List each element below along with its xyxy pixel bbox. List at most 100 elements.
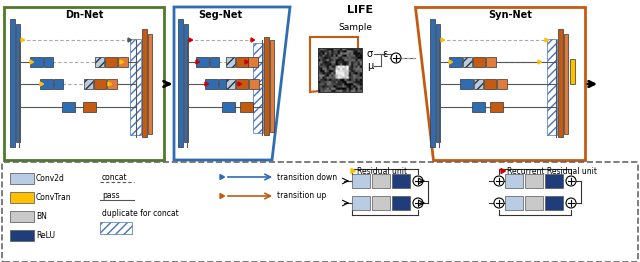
Bar	[10, 211, 34, 222]
Polygon shape	[245, 60, 248, 64]
Text: duplicate for concat: duplicate for concat	[102, 210, 179, 219]
Polygon shape	[538, 60, 541, 64]
Bar	[107, 79, 117, 89]
Bar	[253, 43, 263, 133]
Polygon shape	[40, 82, 44, 86]
Text: Residual unit: Residual unit	[357, 166, 407, 176]
Text: transition down: transition down	[277, 172, 337, 182]
Bar	[30, 57, 43, 67]
Circle shape	[391, 53, 401, 63]
Polygon shape	[30, 60, 34, 64]
Bar	[547, 39, 557, 135]
Bar	[505, 196, 523, 210]
Polygon shape	[21, 38, 24, 42]
Bar	[4, 7, 164, 160]
Bar	[372, 196, 390, 210]
Bar	[505, 174, 523, 188]
Polygon shape	[238, 82, 242, 86]
Bar	[210, 57, 219, 67]
Bar	[436, 24, 440, 142]
Text: ConvTran: ConvTran	[36, 193, 72, 202]
Bar	[226, 79, 235, 89]
Bar	[105, 57, 117, 67]
Bar	[352, 196, 370, 210]
Bar	[558, 29, 563, 137]
Bar	[130, 39, 141, 135]
Polygon shape	[251, 38, 255, 42]
Bar	[84, 79, 93, 89]
Text: Syn-Net: Syn-Net	[488, 10, 532, 20]
Bar	[264, 37, 269, 135]
Bar	[54, 79, 63, 89]
Bar	[525, 196, 543, 210]
Polygon shape	[501, 168, 506, 173]
Bar	[545, 174, 563, 188]
Bar	[10, 192, 34, 203]
Bar	[564, 34, 568, 134]
Bar	[62, 102, 75, 112]
Bar	[44, 57, 53, 67]
Circle shape	[494, 198, 504, 208]
Bar	[545, 196, 563, 210]
Bar	[392, 174, 410, 188]
Bar	[142, 29, 147, 137]
Bar	[40, 79, 53, 89]
Bar	[525, 174, 543, 188]
Bar	[430, 19, 435, 147]
Bar	[473, 57, 485, 67]
Polygon shape	[441, 38, 445, 42]
Bar	[83, 102, 96, 112]
Polygon shape	[108, 82, 111, 86]
Bar	[236, 79, 248, 89]
Bar	[118, 57, 128, 67]
Text: BN: BN	[36, 212, 47, 221]
Bar	[460, 79, 473, 89]
Bar	[10, 230, 34, 241]
Text: ReLU: ReLU	[36, 231, 55, 240]
Text: concat: concat	[102, 172, 127, 182]
Bar	[16, 24, 20, 142]
Bar	[392, 196, 410, 210]
Bar	[484, 79, 496, 89]
Bar	[249, 79, 259, 89]
Bar	[449, 57, 462, 67]
Polygon shape	[220, 174, 225, 179]
Text: Dn-Net: Dn-Net	[65, 10, 103, 20]
Text: Sample: Sample	[338, 23, 372, 31]
Bar	[570, 59, 575, 84]
Bar	[148, 34, 152, 134]
Bar	[184, 24, 188, 142]
Text: μ: μ	[367, 61, 373, 71]
Text: Seg-Net: Seg-Net	[198, 10, 242, 20]
Text: Recurrent Residual unit: Recurrent Residual unit	[507, 166, 597, 176]
Bar	[240, 102, 253, 112]
Bar	[474, 79, 483, 89]
Bar	[95, 57, 104, 67]
FancyBboxPatch shape	[2, 162, 638, 262]
Polygon shape	[545, 38, 548, 42]
Polygon shape	[174, 7, 290, 160]
Bar	[94, 79, 106, 89]
Text: ε: ε	[382, 49, 388, 59]
Bar	[472, 102, 485, 112]
Bar	[178, 19, 183, 147]
Bar	[219, 79, 228, 89]
Polygon shape	[220, 194, 225, 199]
Bar	[486, 57, 496, 67]
Polygon shape	[415, 7, 585, 160]
Bar	[236, 57, 248, 67]
Bar	[463, 57, 472, 67]
Bar	[10, 173, 34, 184]
Polygon shape	[120, 60, 124, 64]
Bar	[226, 57, 235, 67]
Circle shape	[413, 198, 423, 208]
Text: Conv2d: Conv2d	[36, 174, 65, 183]
Text: LIFE: LIFE	[347, 5, 373, 15]
Text: transition up: transition up	[277, 192, 326, 200]
Text: σ: σ	[367, 49, 373, 59]
Bar	[497, 79, 507, 89]
Bar	[222, 102, 235, 112]
Polygon shape	[351, 168, 355, 173]
Circle shape	[413, 176, 423, 186]
Polygon shape	[205, 82, 209, 86]
